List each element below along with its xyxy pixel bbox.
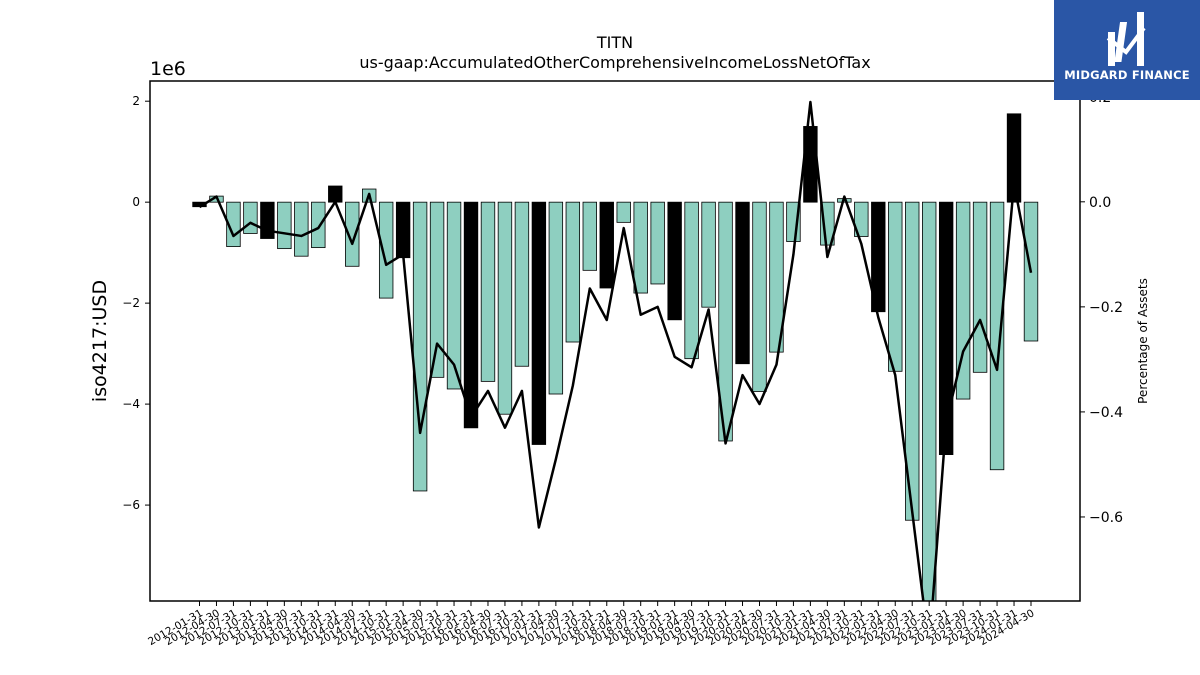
logo-text: MIDGARD FINANCE bbox=[1064, 68, 1190, 82]
bar-2022-10-31 bbox=[922, 201, 937, 601]
bar-2021-10-31 bbox=[854, 201, 869, 237]
bar-2014-04-30 bbox=[345, 201, 360, 267]
bar-2020-04-30 bbox=[752, 201, 767, 392]
bar-2018-07-31 bbox=[633, 201, 648, 294]
y-axis-label: iso4217:USD bbox=[89, 280, 111, 402]
bar-2023-07-31 bbox=[972, 201, 988, 373]
bar-2016-01-31 bbox=[463, 201, 479, 429]
bar-2015-07-31 bbox=[429, 201, 445, 378]
bar-2020-07-31 bbox=[769, 201, 784, 353]
bar-2013-10-31 bbox=[311, 201, 326, 249]
y2-tick-label: −0.6 bbox=[1089, 510, 1123, 526]
bar-2019-01-31 bbox=[667, 201, 682, 321]
bar-2016-07-31 bbox=[497, 201, 513, 415]
plot-frame bbox=[149, 80, 1081, 602]
bar-2017-04-30 bbox=[548, 201, 564, 395]
bar-2017-01-31 bbox=[531, 201, 547, 445]
axes-layer: −6−4−202−0.6−0.4−0.20.00.22012-01-312012… bbox=[122, 80, 1123, 648]
bar-2023-10-31 bbox=[989, 201, 1005, 471]
series-line-percentage-of-assets bbox=[198, 100, 1033, 601]
bar-2012-10-31 bbox=[243, 201, 258, 234]
midgard-logo-icon bbox=[1106, 12, 1146, 66]
bar-2024-01-31 bbox=[1006, 113, 1022, 203]
y-multiplier-label: 1e6 bbox=[150, 58, 186, 80]
bar-2019-04-30 bbox=[684, 201, 699, 360]
plot-area bbox=[192, 100, 1039, 601]
bar-2019-07-31 bbox=[701, 201, 716, 308]
bar-2015-01-31 bbox=[395, 201, 411, 259]
bar-2012-07-31 bbox=[226, 201, 241, 247]
y-tick-label: −6 bbox=[122, 498, 140, 512]
bar-2016-10-31 bbox=[514, 201, 530, 367]
bar-2015-04-30 bbox=[412, 201, 428, 492]
bar-2018-01-31 bbox=[599, 201, 614, 289]
brand-logo: MIDGARD FINANCE bbox=[1054, 0, 1200, 100]
bar-2022-04-30 bbox=[888, 201, 903, 372]
y-tick-label: 2 bbox=[132, 94, 140, 108]
bar-2013-01-31 bbox=[260, 201, 275, 239]
bar-2013-04-30 bbox=[277, 201, 292, 250]
y-tick-label: −4 bbox=[122, 397, 140, 411]
bar-2015-10-31 bbox=[446, 201, 462, 390]
bar-2017-07-31 bbox=[565, 201, 581, 343]
bar-2016-04-30 bbox=[480, 201, 496, 382]
bar-2018-10-31 bbox=[650, 201, 665, 285]
bar-2020-01-31 bbox=[735, 201, 750, 365]
bar-2013-07-31 bbox=[294, 201, 309, 257]
bar-2023-04-30 bbox=[955, 201, 971, 400]
y2-tick-label: 0.0 bbox=[1089, 195, 1111, 211]
chart-title: TITN bbox=[596, 33, 633, 52]
chart-subtitle: us-gaap:AccumulatedOtherComprehensiveInc… bbox=[359, 53, 870, 72]
bar-2014-01-31 bbox=[328, 185, 343, 203]
y2-tick-label: −0.4 bbox=[1089, 405, 1123, 421]
y-tick-label: −2 bbox=[122, 296, 140, 310]
y-tick-label: 0 bbox=[132, 195, 140, 209]
bar-2018-04-30 bbox=[616, 201, 631, 223]
bar-2017-10-31 bbox=[582, 201, 597, 271]
bar-2014-10-31 bbox=[378, 201, 394, 299]
y2-tick-label: −0.2 bbox=[1089, 300, 1123, 316]
bar-2022-01-31 bbox=[871, 201, 886, 313]
bar-2023-01-31 bbox=[938, 201, 954, 455]
y2-axis-label: Percentage of Assets bbox=[1136, 278, 1150, 404]
